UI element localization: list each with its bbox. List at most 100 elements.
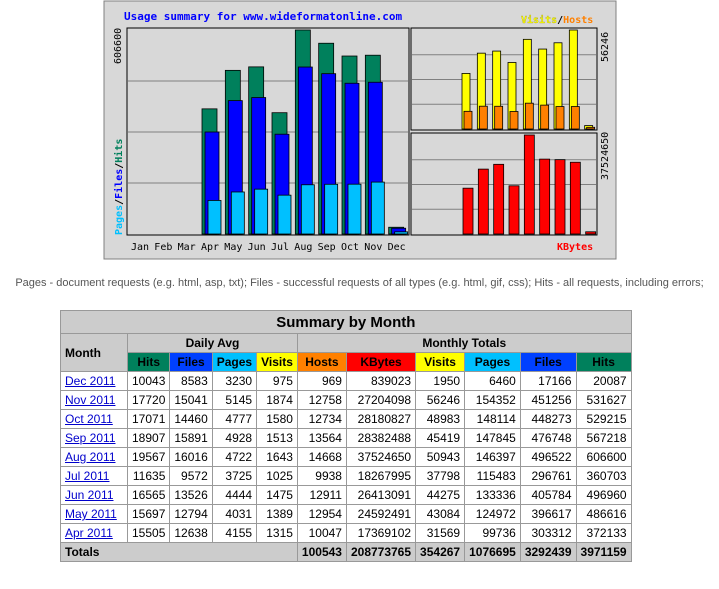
month-tick-label: Feb [154,242,172,253]
value-cell: 16016 [169,447,213,467]
value-cell: 45419 [415,428,466,448]
table-row: Jul 2011 11635 9572 3725 1025 9938 18267995 377… [60,466,632,486]
value-cell: 16565 [126,485,171,505]
value-cell: 1389 [256,504,298,524]
value-cell: 115483 [464,466,521,486]
value-cell: 529215 [575,409,632,429]
kbytes-max-label: 37524650 [600,132,611,180]
value-cell: 56246 [415,390,466,410]
pages-bar [324,183,339,235]
month-cell: Jun 2011 [60,485,128,505]
visits-hosts-label: Visits/Hosts [521,14,593,26]
month-link[interactable]: May 2011 [65,507,117,521]
usage-graph: Usage summary for www.wideformatonline.c… [103,0,617,260]
value-cell: 44275 [415,485,466,505]
summary-table: Summary by Month Month Daily Avg Monthly… [60,310,632,562]
value-cell: 124972 [464,504,521,524]
table-row: Oct 2011 17071 14460 4777 1580 12734 28180827 4… [60,409,632,429]
kbytes-bar [585,231,597,235]
kbytes-bar [477,168,489,235]
value-cell: 12954 [296,504,347,524]
table-row: Aug 2011 19567 16016 4722 1643 14668 37524650 5… [60,447,632,467]
month-cell: Nov 2011 [60,390,128,410]
month-link[interactable]: Aug 2011 [65,450,116,464]
month-link[interactable]: Nov 2011 [65,393,116,407]
col-header-files: Files [169,352,213,372]
kbytes-bars [462,134,597,235]
value-cell: 606600 [575,447,632,467]
col-header-files: Files [519,352,577,372]
value-cell: 12758 [296,390,347,410]
hosts-bar [586,126,596,130]
value-cell: 396617 [519,504,577,524]
value-cell: 10043 [126,371,171,391]
value-cell: 360703 [575,466,632,486]
value-cell: 372133 [575,523,632,543]
value-cell: 3725 [211,466,258,486]
month-labels: Jan Feb Mar Apr May Jun Jul Aug Sep Oct Nov Dec [131,242,406,253]
month-link[interactable]: Jul 2011 [65,469,110,483]
hosts-bar [509,111,519,130]
value-cell: 31569 [415,523,466,543]
value-cell: 13526 [169,485,213,505]
graph-title: Usage summary for www.wideformatonline.c… [124,10,403,23]
kbytes-bar [554,159,566,235]
summary-title: Summary by Month [60,310,632,334]
hosts-bar [570,106,580,130]
value-cell: 6460 [464,371,521,391]
value-cell: 28180827 [345,409,417,429]
value-cell: 839023 [345,371,417,391]
month-link[interactable]: Apr 2011 [65,526,113,540]
pages-files-hits-label: Pages/Files/Hits [113,139,125,235]
pages-bar [277,194,292,235]
value-cell: 8583 [169,371,213,391]
value-cell: 567218 [575,428,632,448]
kbytes-bar [523,134,535,235]
value-cell: 37524650 [345,447,417,467]
value-cell: 17166 [519,371,577,391]
value-cell: 5145 [211,390,258,410]
value-cell: 296761 [519,466,577,486]
total-cell: 1076695 [464,542,521,562]
total-cell: 208773765 [345,542,417,562]
month-link[interactable]: Oct 2011 [65,412,113,426]
hosts-bar [540,104,550,130]
value-cell: 975 [256,371,298,391]
value-cell: 4777 [211,409,258,429]
value-cell: 4928 [211,428,258,448]
totals-row: Totals 100543 208773765 354267 1076695 32924… [60,542,632,562]
value-cell: 99736 [464,523,521,543]
col-header-pages: Pages [464,352,521,372]
col-header-hosts: Hosts [296,352,347,372]
month-tick-label: Oct [341,242,359,253]
value-cell: 4155 [211,523,258,543]
value-cell: 3230 [211,371,258,391]
month-link[interactable]: Sep 2011 [65,431,116,445]
hosts-bar [478,105,488,130]
month-tick-label: Nov [364,242,382,253]
table-row: Nov 2011 17720 15041 5145 1874 12758 27204098 5… [60,390,632,410]
value-cell: 27204098 [345,390,417,410]
month-cell: Aug 2011 [60,447,128,467]
month-link[interactable]: Jun 2011 [65,488,114,502]
main-bars [201,29,409,235]
table-row: May 2011 15697 12794 4031 1389 12954 24592491 4… [60,504,632,524]
value-cell: 1513 [256,428,298,448]
kbytes-bar [569,161,581,235]
value-cell: 26413091 [345,485,417,505]
hosts-bar [524,102,534,130]
month-cell: May 2011 [60,504,128,524]
value-cell: 10047 [296,523,347,543]
value-cell: 9572 [169,466,213,486]
value-cell: 451256 [519,390,577,410]
table-row: Apr 2011 15505 12638 4155 1315 10047 17369102 3… [60,523,632,543]
table-row: Dec 2011 10043 8583 3230 975 969 839023 1950 646… [60,371,632,391]
month-link[interactable]: Dec 2011 [65,374,116,388]
value-cell: 1580 [256,409,298,429]
month-tick-label: May [224,242,242,253]
value-cell: 146397 [464,447,521,467]
col-header-hits: Hits [126,352,171,372]
daily-avg-header: Daily Avg [127,333,298,353]
pages-bar [254,188,269,235]
col-header-visits: Visits [415,352,466,372]
